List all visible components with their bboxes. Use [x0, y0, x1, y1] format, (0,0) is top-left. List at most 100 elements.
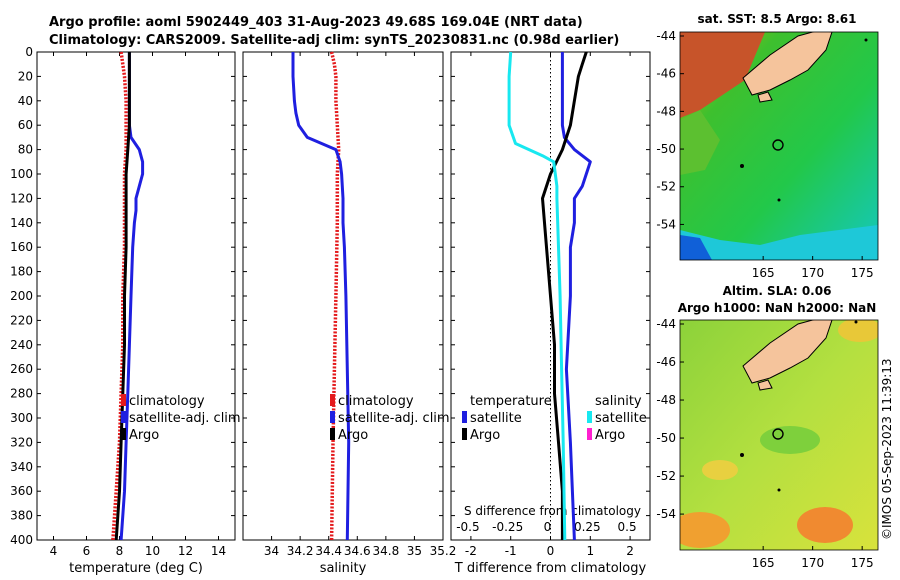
legend-label-climatology: climatology [129, 394, 205, 409]
salinity-tick-label: -0.25 [492, 520, 523, 534]
legend-swatch-temperature-satellite [462, 411, 467, 423]
legend-swatch-salinity-argo [587, 428, 592, 440]
sla-high-region [680, 512, 730, 548]
y-tick-label: 280 [10, 387, 33, 401]
map-y-tick-label: -54 [656, 507, 676, 521]
sla-land-new-zealand [742, 320, 833, 384]
series-climatology [111, 51, 128, 541]
x-tick-label: 14 [211, 544, 226, 558]
y-tick-label: 160 [10, 240, 33, 254]
y-tick-label: 140 [10, 216, 33, 230]
temperature-plot-area [36, 51, 236, 541]
sst-cool-region [680, 225, 878, 260]
sla-high-region [702, 460, 738, 480]
sla-map-frame [679, 319, 879, 551]
salinity-axis-label: S difference from climatology [464, 504, 641, 518]
sst-warm-region [680, 32, 765, 118]
salinity-tick-label: -0.5 [456, 520, 479, 534]
map-x-tick-label: 170 [801, 556, 824, 570]
y-tick-label: 220 [10, 313, 33, 327]
legend-label-satellite-adj-clim: satellite-adj. clim [338, 411, 450, 426]
map-y-tick-label: -52 [656, 469, 676, 483]
legend-swatch-temperature-argo [462, 428, 467, 440]
legend-swatch-climatology [121, 394, 126, 406]
temperature-panel: 4 6 8 10 12 140204060801001201401601802002202… [10, 45, 236, 576]
legend-swatch-satellite-adj-clim [121, 411, 126, 423]
map-x-tick-label: 175 [851, 266, 874, 280]
sst-mid-region [680, 110, 720, 175]
y-tick-label: 400 [10, 533, 33, 547]
x-tick-label: 34.4 [315, 544, 342, 558]
y-tick-label: 120 [10, 191, 33, 205]
x-tick-label: 35 [407, 544, 422, 558]
sst-map-axes: 165 170 175 -44 -46 -48 -50 -52 -54 [656, 29, 873, 280]
legend-label-climatology: climatology [338, 394, 414, 409]
y-tick-label: 80 [18, 143, 33, 157]
x-tick-label: 4 [50, 544, 58, 558]
y-tick-label: 40 [18, 94, 33, 108]
y-tick-label: 0 [25, 45, 33, 59]
x-tick-label: 2 [626, 544, 634, 558]
sla-map: Altim. SLA: 0.06 Argo h1000: NaN h2000: … [656, 284, 879, 570]
sst-island-dot [864, 38, 868, 42]
y-tick-label: 60 [18, 118, 33, 132]
figure-title-line1: Argo profile: aoml 5902449_403 31-Aug-20… [49, 15, 583, 30]
sla-high-region [797, 507, 853, 543]
sst-island-dot [777, 198, 781, 202]
y-tick-label: 20 [18, 69, 33, 83]
salinity-plot-area [242, 51, 444, 541]
sst-land-stewart-island [757, 91, 773, 103]
x-tick-label: 0 [547, 544, 555, 558]
temperature-x-axis-label: temperature (deg C) [69, 561, 203, 576]
x-tick-label: 34.8 [372, 544, 399, 558]
y-tick-label: 360 [10, 484, 33, 498]
y-tick-label: 300 [10, 411, 33, 425]
sla-high-region [838, 320, 878, 342]
y-tick-label: 340 [10, 460, 33, 474]
legend-label-argo: Argo [338, 428, 368, 443]
map-y-tick-label: -48 [656, 393, 676, 407]
y-tick-label: 320 [10, 435, 33, 449]
y-tick-label: 380 [10, 509, 33, 523]
sst-map-title: sat. SST: 8.5 Argo: 8.61 [697, 12, 856, 26]
sla-island-dot [777, 488, 781, 492]
x-tick-label: 6 [83, 544, 91, 558]
map-y-tick-label: -46 [656, 67, 676, 81]
series-temperature-satellite [560, 52, 592, 541]
map-x-tick-label: 170 [801, 266, 824, 280]
legend-label-temperature-satellite: satellite [470, 411, 522, 426]
legend-title-salinity: salinity [595, 394, 642, 409]
legend-swatch-argo [330, 428, 335, 440]
x-tick-label: -1 [505, 544, 517, 558]
map-y-tick-label: -52 [656, 180, 676, 194]
legend-label-salinity-satellite: satellite [595, 411, 647, 426]
sla-map-axes: 165 170 175 -44 -46 -48 -50 -52 -54 [656, 317, 873, 570]
sla-island-dot [740, 453, 744, 457]
series-climatology [329, 51, 341, 541]
map-y-tick-label: -54 [656, 217, 676, 231]
salinity-panel: 34 34.2 34.4 34.6 34.8 35 35.2 salinity [242, 51, 456, 576]
sst-map-frame [679, 31, 879, 261]
salinity-tick-label: 0 [544, 520, 552, 534]
legend-swatch-salinity-satellite [587, 411, 592, 423]
sst-argo-position-marker [772, 139, 784, 151]
sst-map: sat. SST: 8.5 Argo: 8.61 [656, 12, 879, 280]
series-salinity-satellite [507, 51, 567, 541]
x-tick-label: 1 [586, 544, 594, 558]
sst-island-dot [740, 164, 744, 168]
difference-legend: temperature satellite Argo salinity sate… [462, 394, 647, 443]
sst-land-new-zealand [742, 32, 833, 96]
y-tick-label: 180 [10, 265, 33, 279]
temperature-legend: climatology satellite-adj. clim Argo [121, 394, 241, 443]
x-tick-label: 12 [178, 544, 193, 558]
x-tick-label: 34.2 [287, 544, 314, 558]
figure-title-line2: Climatology: CARS2009. Satellite-adj cli… [49, 33, 620, 48]
difference-x-axis-label: T difference from climatology [454, 561, 647, 576]
sst-cold-region [680, 235, 712, 260]
map-y-tick-label: -44 [656, 29, 676, 43]
map-y-tick-label: -48 [656, 104, 676, 118]
legend-swatch-satellite-adj-clim [330, 411, 335, 423]
x-tick-label: 34.6 [344, 544, 371, 558]
legend-label-satellite-adj-clim: satellite-adj. clim [129, 411, 241, 426]
